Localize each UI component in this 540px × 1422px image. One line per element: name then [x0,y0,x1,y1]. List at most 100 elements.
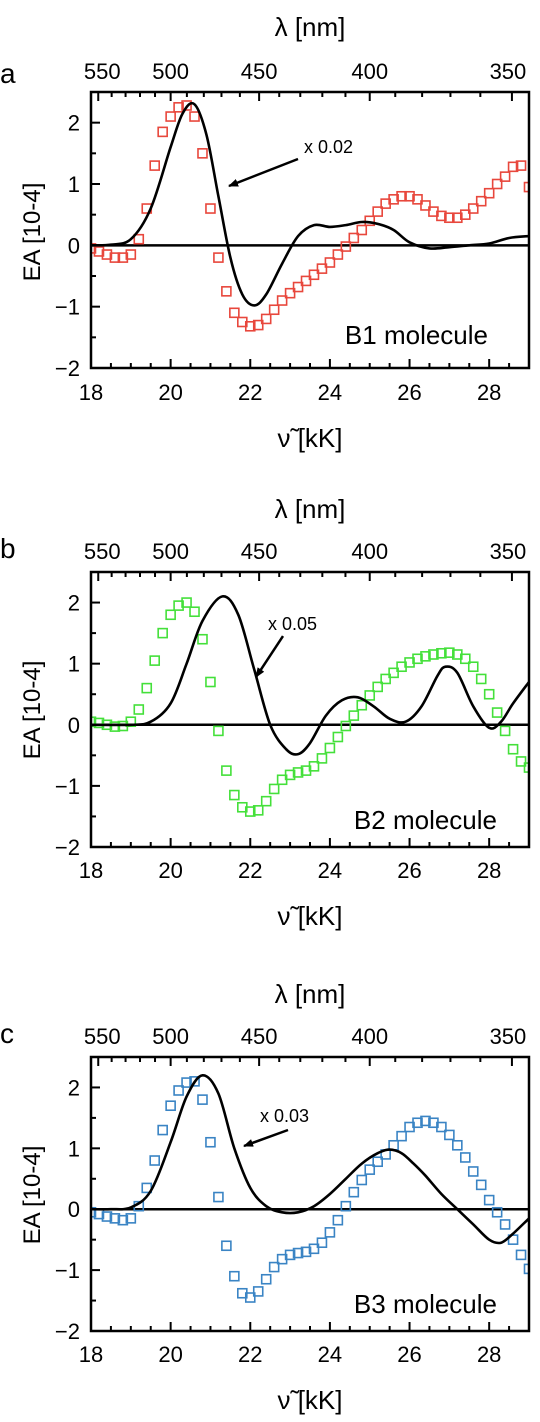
top-axis-label: λ [nm] [275,979,346,1009]
scale-annotation: x 0.02 [304,137,353,157]
data-marker [308,761,320,772]
x-tick-label: 20 [158,380,182,405]
data-marker [189,606,200,618]
data-marker [348,232,360,244]
data-marker [181,1077,192,1088]
data-marker [308,269,320,281]
y-tick-label: −1 [55,774,80,799]
data-marker [436,210,447,222]
data-marker [324,1227,336,1238]
data-marker [324,742,336,754]
x-tick-label: 24 [318,380,342,405]
x-tick-labels: 18 20 22 24 26 28 [79,858,502,883]
panel-letter: b [0,533,16,564]
data-marker [292,281,304,293]
annotation-arrow [228,157,299,188]
data-marker [340,720,352,732]
data-marker [292,1247,304,1259]
y-tick-label: 0 [68,233,80,258]
data-marker [221,765,232,776]
data-marker [93,717,105,729]
data-marker [244,320,256,332]
data-marker [396,190,407,202]
data-marker [467,661,479,673]
data-marker [444,1129,455,1141]
x-tick-label: 26 [397,380,421,405]
top-tick-label: 550 [84,539,121,564]
data-marker [93,246,105,257]
x-tick-label: 26 [397,1342,421,1367]
y-tick-label: −1 [55,1258,80,1283]
data-marker [412,1117,423,1129]
top-tick-labels: 550 500 450 400 350 [84,59,526,84]
plot-data [91,1074,529,1303]
experimental-series [91,1076,529,1303]
data-marker [316,753,328,764]
top-tick-label: 500 [152,539,189,564]
x-tick-label: 22 [238,1342,262,1367]
molecule-label: B2 molecule [354,805,497,835]
data-marker [157,1124,168,1136]
data-marker [276,295,288,306]
data-marker [356,224,368,236]
data-marker [348,1186,360,1198]
data-marker [268,1261,280,1273]
x-tick-label: 28 [477,380,501,405]
data-marker [420,651,431,662]
data-marker [260,795,272,807]
data-marker [324,257,336,268]
calculated-series-line [91,595,529,756]
top-tick-labels: 550 500 450 400 350 [84,1024,526,1049]
data-marker [268,783,280,795]
top-tick-label: 450 [241,1024,278,1049]
data-marker [165,111,176,122]
top-axis-label: λ [nm] [275,12,346,42]
y-tick-label: 2 [68,111,80,136]
data-marker [189,1076,200,1087]
x-tick-labels: 18 20 22 24 26 28 [79,1342,502,1367]
data-marker [292,767,304,778]
data-marker [404,190,415,202]
data-marker [483,1194,495,1206]
x-tick-label: 22 [238,380,262,405]
x-tick-label: 20 [158,858,182,883]
data-marker [515,756,527,767]
data-marker [459,1152,471,1163]
data-marker [157,627,168,639]
data-marker [189,111,200,122]
data-marker [213,1191,224,1203]
data-marker [133,704,145,715]
y-tick-label: 2 [68,1075,80,1100]
top-tick-label: 550 [84,59,121,84]
x-tick-label: 28 [477,1342,501,1367]
data-marker [332,249,344,260]
data-marker [491,1206,503,1218]
data-marker [507,161,519,173]
y-tick-label: 0 [68,1197,80,1222]
x-tick-label: 18 [79,858,103,883]
data-marker [364,1164,376,1175]
data-marker [412,653,423,665]
data-marker [515,160,527,171]
molecule-label: B3 molecule [354,1289,497,1319]
data-marker [316,263,328,274]
x-tick-label: 20 [158,1342,182,1367]
top-tick-label: 450 [241,539,278,564]
panel-b: b λ [nm] 550 500 450 400 350 18 20 22 24… [0,494,531,931]
x-tick-label: 22 [238,858,262,883]
data-marker [523,762,529,773]
data-marker [149,655,161,666]
top-axis-label: λ [nm] [275,494,346,524]
data-marker [332,731,344,743]
data-marker [499,1219,511,1230]
top-tick-label: 400 [351,1024,388,1049]
data-marker [125,249,137,260]
data-marker [284,287,296,299]
top-tick-label: 350 [490,59,527,84]
data-marker [499,171,511,182]
data-marker [332,1214,344,1226]
calculated-series-line [91,101,529,307]
data-marker [388,194,399,205]
data-marker [141,682,153,694]
data-marker [268,304,280,316]
